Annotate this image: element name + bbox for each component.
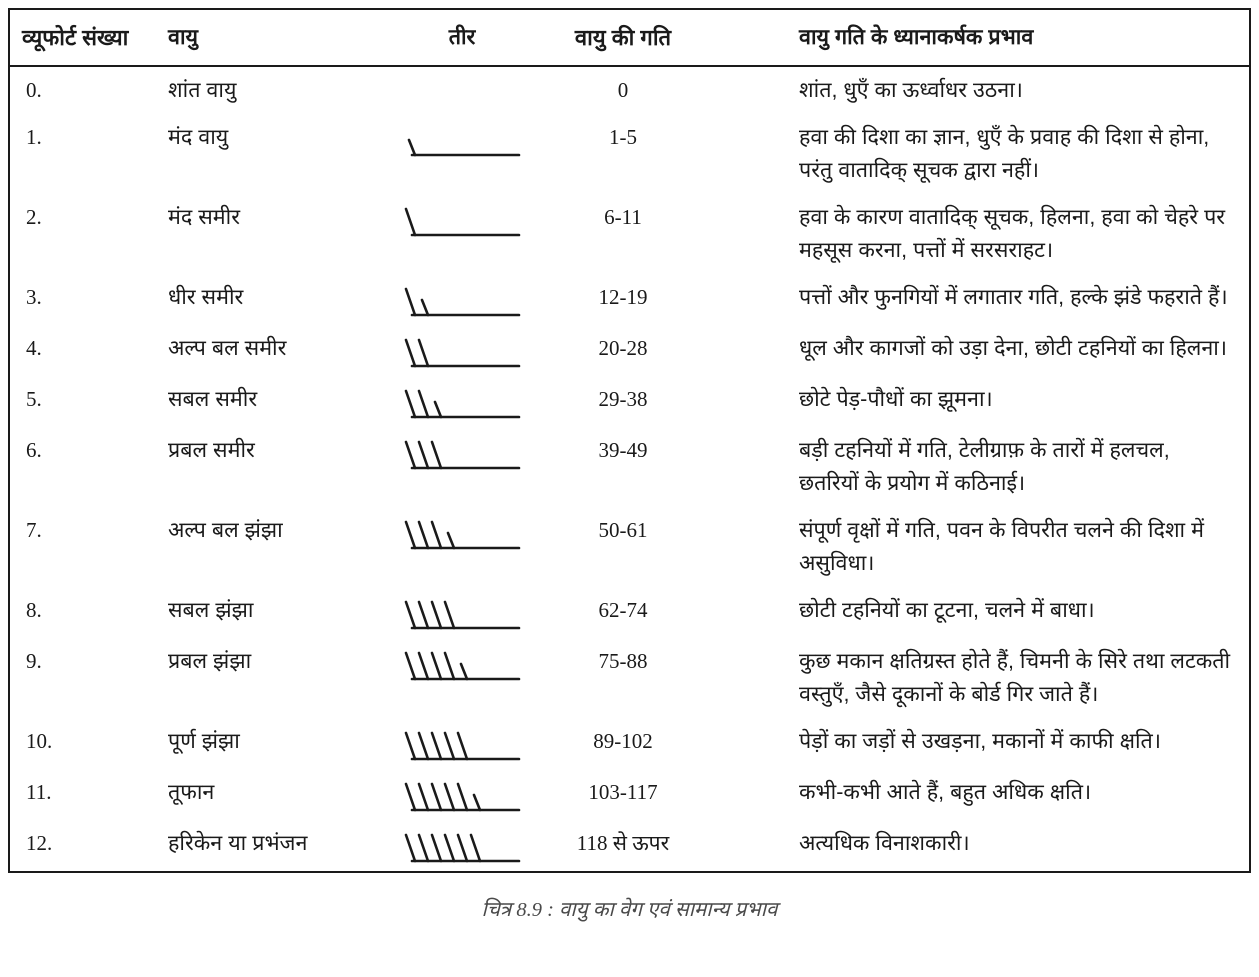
wind-name-cell: सबल झंझा — [168, 598, 254, 622]
wind-effect-cell: पत्तों और फुनगियों में लगातार गति, हल्के… — [799, 285, 1228, 309]
beaufort-number-cell: 2. — [26, 205, 42, 229]
wind-speed-cell: 20-28 — [598, 336, 648, 360]
wind-speed-cell: 75-88 — [598, 649, 648, 673]
wind-barb-icon — [391, 507, 533, 558]
wind-effect-cell: छोटे पेड़-पौधों का झूमना। — [799, 387, 993, 411]
beaufort-number-cell: 11. — [26, 780, 52, 804]
table-row: 7. अल्प बल झंझा 50-61 संपूर्ण वृक्षों मे… — [10, 507, 1249, 587]
wind-name-cell: मंद वायु — [168, 125, 229, 149]
table-header-row: व्यूफोर्ट संख्या वायु तीर वायु की गति वा… — [10, 10, 1249, 67]
wind-barb-icon — [391, 638, 533, 689]
wind-barb-icon — [391, 820, 533, 871]
beaufort-number-cell: 8. — [26, 598, 42, 622]
figure-caption: चित्र 8.9 : वायु का वेग एवं सामान्य प्रभ… — [481, 899, 778, 921]
beaufort-number-cell: 12. — [26, 831, 53, 855]
wind-name-cell: धीर समीर — [168, 285, 244, 309]
beaufort-number-cell: 4. — [26, 336, 42, 360]
table-row: 2. मंद समीर 6-11 हवा के कारण वातादिक् सू… — [10, 194, 1249, 274]
wind-speed-cell: 12-19 — [598, 285, 648, 309]
wind-effect-cell: शांत, धुएँ का ऊर्ध्वाधर उठना। — [799, 78, 1023, 102]
table-row: 9. प्रबल झंझा 75-88 कुछ मकान क्षतिग्रस्त… — [10, 638, 1249, 718]
wind-effect-cell: कभी-कभी आते हैं, बहुत अधिक क्षति। — [799, 780, 1092, 804]
beaufort-number-cell: 5. — [26, 387, 42, 411]
wind-barb-icon — [391, 376, 533, 427]
wind-barb-icon — [391, 587, 533, 638]
wind-name-cell: मंद समीर — [168, 205, 241, 229]
wind-barb-icon — [391, 67, 533, 84]
wind-speed-cell: 118 से ऊपर — [576, 831, 670, 855]
wind-barb-icon — [391, 427, 533, 478]
wind-effect-cell: कुछ मकान क्षतिग्रस्त होते हैं, चिमनी के … — [799, 649, 1231, 706]
wind-name-cell: अल्प बल समीर — [168, 336, 287, 360]
wind-effect-cell: अत्यधिक विनाशकारी। — [799, 831, 970, 855]
table-body: 0. शांत वायु 0 शांत, धुएँ का ऊर्ध्वाधर उ… — [10, 67, 1249, 871]
header-beaufort-number: व्यूफोर्ट संख्या — [22, 25, 129, 50]
beaufort-wind-scale-table: व्यूफोर्ट संख्या वायु तीर वायु की गति वा… — [8, 8, 1251, 873]
table-row: 4. अल्प बल समीर 20-28 धूल और कागजों को उ… — [10, 325, 1249, 376]
beaufort-number-cell: 7. — [26, 518, 42, 542]
wind-speed-cell: 103-117 — [588, 780, 658, 804]
wind-barb-icon — [391, 325, 533, 376]
beaufort-number-cell: 1. — [26, 125, 42, 149]
wind-speed-cell: 62-74 — [598, 598, 648, 622]
table-row: 6. प्रबल समीर 39-49 बड़ी टहनियों में गति… — [10, 427, 1249, 507]
beaufort-number-cell: 0. — [26, 78, 42, 102]
wind-barb-icon — [391, 718, 533, 769]
wind-effect-cell: संपूर्ण वृक्षों में गति, पवन के विपरीत च… — [799, 518, 1204, 575]
wind-name-cell: पूर्ण झंझा — [168, 729, 240, 753]
wind-name-cell: शांत वायु — [168, 78, 237, 102]
wind-effect-cell: हवा की दिशा का ज्ञान, धुएँ के प्रवाह की … — [799, 125, 1210, 182]
wind-name-cell: तूफान — [168, 780, 215, 804]
table-row: 3. धीर समीर 12-19 पत्तों और फुनगियों में… — [10, 274, 1249, 325]
wind-barb-icon — [391, 194, 533, 245]
wind-speed-cell: 89-102 — [593, 729, 653, 753]
header-wind-speed: वायु की गति — [574, 25, 672, 50]
wind-barb-icon — [391, 274, 533, 325]
wind-speed-cell: 1-5 — [609, 125, 637, 149]
wind-speed-cell: 0 — [617, 78, 629, 102]
wind-speed-cell: 29-38 — [598, 387, 648, 411]
header-arrow: तीर — [448, 25, 476, 49]
wind-name-cell: अल्प बल झंझा — [168, 518, 283, 542]
wind-name-cell: हरिकेन या प्रभंजन — [168, 831, 308, 855]
beaufort-number-cell: 6. — [26, 438, 42, 462]
wind-effect-cell: धूल और कागजों को उड़ा देना, छोटी टहनियों… — [799, 336, 1228, 360]
wind-effect-cell: बड़ी टहनियों में गति, टेलीग्राफ़ के तारो… — [799, 438, 1170, 495]
wind-barb-icon — [391, 769, 533, 820]
table-row: 11. तूफान 103-117 कभी-कभी आते हैं, बहुत … — [10, 769, 1249, 820]
wind-effect-cell: हवा के कारण वातादिक् सूचक, हिलना, हवा को… — [799, 205, 1226, 262]
wind-name-cell: प्रबल समीर — [168, 438, 255, 462]
header-wind-name: वायु — [168, 25, 198, 49]
wind-effect-cell: छोटी टहनियों का टूटना, चलने में बाधा। — [799, 598, 1095, 622]
wind-effect-cell: पेड़ों का जड़ों से उखड़ना, मकानों में का… — [799, 729, 1161, 753]
wind-speed-cell: 50-61 — [598, 518, 648, 542]
table-row: 0. शांत वायु 0 शांत, धुएँ का ऊर्ध्वाधर उ… — [10, 67, 1249, 114]
table-row: 12. हरिकेन या प्रभंजन 118 से ऊपर अत्यधिक… — [10, 820, 1249, 871]
table-row: 5. सबल समीर 29-38 छोटे पेड़-पौधों का झूम… — [10, 376, 1249, 427]
table-row: 1. मंद वायु 1-5 हवा की दिशा का ज्ञान, धु… — [10, 114, 1249, 194]
table-row: 10. पूर्ण झंझा 89-102 पेड़ों का जड़ों से… — [10, 718, 1249, 769]
beaufort-number-cell: 10. — [26, 729, 53, 753]
wind-speed-cell: 6-11 — [604, 205, 642, 229]
table-row: 8. सबल झंझा 62-74 छोटी टहनियों का टूटना,… — [10, 587, 1249, 638]
wind-name-cell: सबल समीर — [168, 387, 258, 411]
wind-barb-icon — [391, 114, 533, 165]
wind-name-cell: प्रबल झंझा — [168, 649, 252, 673]
header-wind-effects: वायु गति के ध्यानाकर्षक प्रभाव — [799, 25, 1034, 49]
wind-speed-cell: 39-49 — [598, 438, 648, 462]
beaufort-number-cell: 3. — [26, 285, 42, 309]
beaufort-number-cell: 9. — [26, 649, 42, 673]
